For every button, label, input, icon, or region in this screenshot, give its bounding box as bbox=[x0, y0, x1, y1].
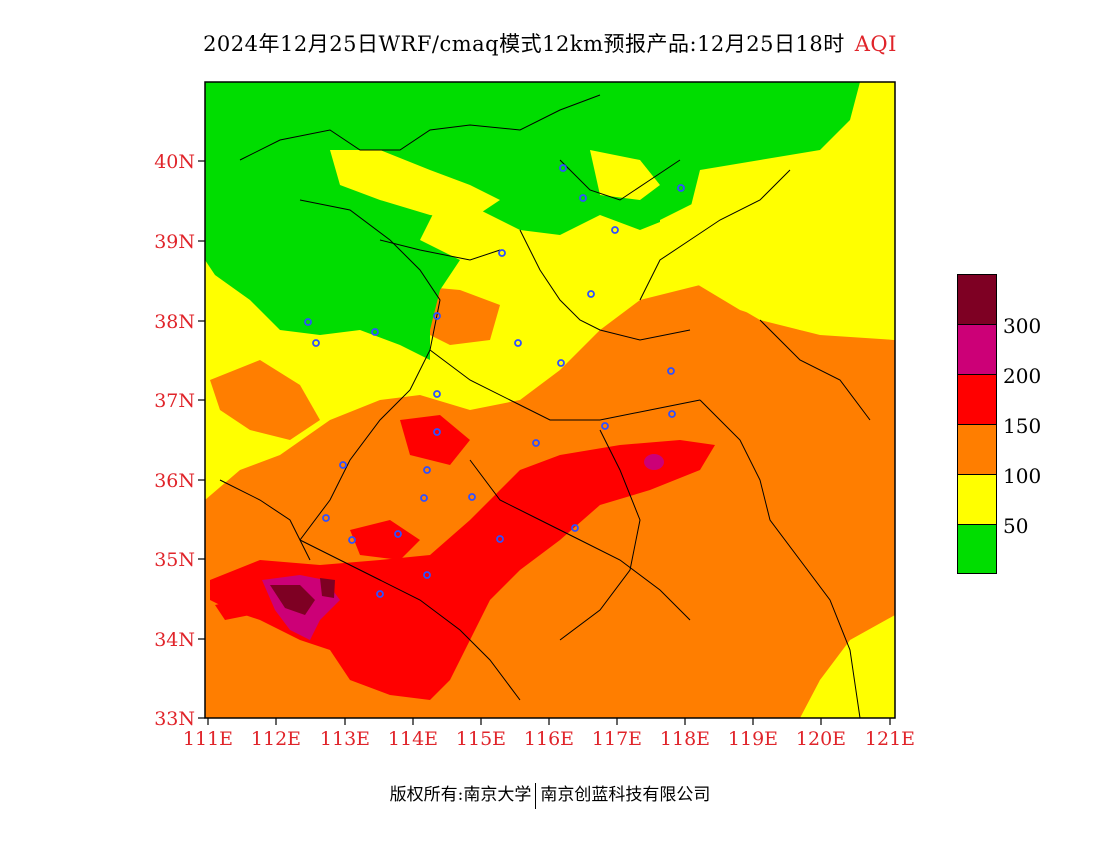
aqi-zone-moderate-north bbox=[330, 150, 500, 220]
aqi-zone-moderate-east bbox=[660, 200, 895, 340]
aqi-zone-medium-patch-2 bbox=[350, 520, 420, 560]
legend-swatch-moderate bbox=[957, 474, 997, 525]
province-borders bbox=[219, 94, 871, 718]
lon-label-116e: 116E bbox=[523, 728, 575, 750]
title-text: 2024年12月25日WRF/cmaq模式12km预报产品:12月25日18时 bbox=[203, 32, 845, 56]
legend-swatch-heavy bbox=[957, 324, 997, 375]
legend-swatch-medium bbox=[957, 374, 997, 425]
legend-swatch-severe bbox=[957, 274, 997, 325]
lat-label-40n: 40N bbox=[154, 151, 195, 173]
lat-label-37n: 37N bbox=[154, 390, 195, 412]
map-title: 2024年12月25日WRF/cmaq模式12km预报产品:12月25日18时 A… bbox=[0, 28, 1100, 58]
lon-label-118e: 118E bbox=[659, 728, 711, 750]
legend-swatch-light bbox=[957, 424, 997, 475]
lon-label-113e: 113E bbox=[319, 728, 371, 750]
lon-label-121e: 121E bbox=[864, 728, 916, 750]
legend-label-100: 100 bbox=[1003, 464, 1042, 488]
lat-label-39n: 39N bbox=[154, 231, 195, 253]
legend-label-50: 50 bbox=[1003, 514, 1029, 538]
footer-owner: 版权所有:南京大学 bbox=[389, 785, 532, 805]
title-product: AQI bbox=[854, 32, 897, 56]
aqi-legend bbox=[957, 274, 997, 574]
lat-label-33n: 33N bbox=[154, 708, 195, 730]
lon-label-119e: 119E bbox=[727, 728, 779, 750]
lon-label-112e: 112E bbox=[250, 728, 302, 750]
aqi-zone-medium bbox=[210, 440, 715, 700]
legend-label-300: 300 bbox=[1003, 314, 1042, 338]
footer-company: 南京创蓝科技有限公司 bbox=[540, 785, 711, 805]
lon-label-117e: 117E bbox=[591, 728, 643, 750]
lat-label-36n: 36N bbox=[154, 470, 195, 492]
aqi-field bbox=[205, 82, 895, 718]
copyright-footer: 版权所有:南京大学 南京创蓝科技有限公司 bbox=[0, 780, 1100, 809]
axis-ticks bbox=[198, 160, 891, 725]
aqi-zone-medium-patch bbox=[400, 415, 470, 465]
lat-label-34n: 34N bbox=[154, 629, 195, 651]
lon-label-115e: 115E bbox=[455, 728, 507, 750]
legend-label-150: 150 bbox=[1003, 414, 1042, 438]
lat-label-35n: 35N bbox=[154, 549, 195, 571]
legend-swatch-good bbox=[957, 524, 997, 574]
lon-label-111e: 111E bbox=[182, 728, 234, 750]
monitor-stations bbox=[304, 164, 685, 598]
aqi-zone-heavy-east bbox=[644, 454, 664, 470]
lon-label-114e: 114E bbox=[387, 728, 439, 750]
lon-label-120e: 120E bbox=[795, 728, 847, 750]
footer-separator bbox=[535, 782, 537, 809]
aqi-zone-medium-patch-3 bbox=[215, 598, 250, 620]
aqi-zone-light-patch bbox=[210, 360, 320, 440]
aqi-zone-severe-2 bbox=[320, 578, 335, 598]
lat-label-38n: 38N bbox=[154, 311, 195, 333]
legend-label-200: 200 bbox=[1003, 364, 1042, 388]
aqi-zone-severe bbox=[270, 585, 315, 615]
aqi-zone-moderate-north-2 bbox=[590, 150, 660, 200]
